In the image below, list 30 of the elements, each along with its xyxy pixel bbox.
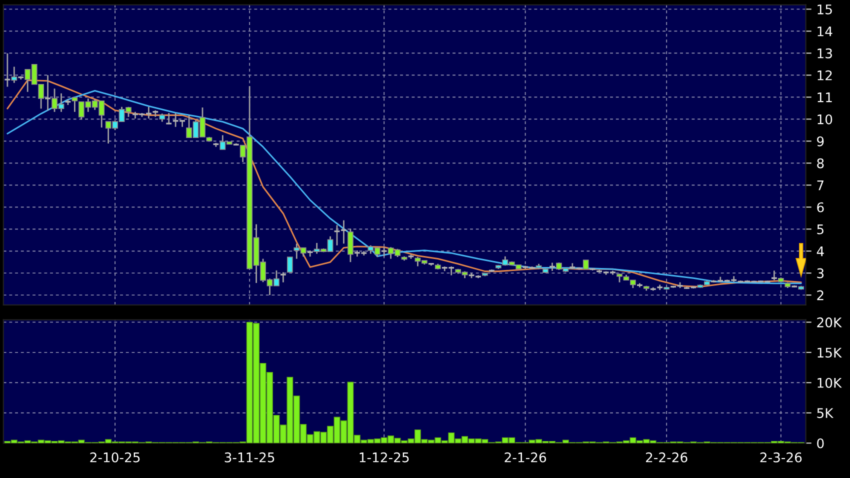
- x-tick-label: 2-2-26: [646, 452, 688, 462]
- candlestick: [11, 66, 18, 84]
- y-tick-label: 10K: [818, 378, 842, 388]
- y-tick-label: 4: [816, 246, 824, 256]
- candlestick: [72, 96, 78, 113]
- candlestick: [348, 228, 354, 263]
- y-tick-label: 13: [818, 48, 832, 58]
- y-tick-label: 15: [818, 4, 832, 14]
- y-tick-label: 12: [818, 70, 832, 80]
- candlestick: [582, 260, 589, 270]
- y-tick-label: 20K: [817, 317, 842, 328]
- x-tick-label: 2-1-26: [504, 452, 546, 462]
- y-tick-label: 8: [817, 158, 824, 168]
- y-tick-label: 3: [817, 268, 824, 278]
- y-tick-label: 6: [817, 202, 824, 212]
- y-tick-label: 9: [817, 136, 824, 146]
- y-tick-label: 5K: [817, 408, 834, 418]
- y-tick-label: 11: [818, 92, 832, 102]
- y-tick-label: 0: [817, 438, 824, 448]
- candlestick: [286, 256, 293, 273]
- y-tick-label: 7: [817, 180, 824, 190]
- y-tick-label: 10: [818, 114, 832, 124]
- y-tick-label: 15K: [818, 348, 842, 358]
- x-tick-label: 2-3-26: [760, 452, 802, 462]
- x-tick-label: 3-11-25: [224, 452, 274, 462]
- y-tick-label: 5: [817, 224, 824, 234]
- y-tick-label: 14: [818, 26, 832, 36]
- y-tick-label: 2: [817, 290, 824, 300]
- x-tick-label: 1-12-25: [360, 452, 409, 462]
- x-tick-label: 2-10-25: [90, 452, 140, 462]
